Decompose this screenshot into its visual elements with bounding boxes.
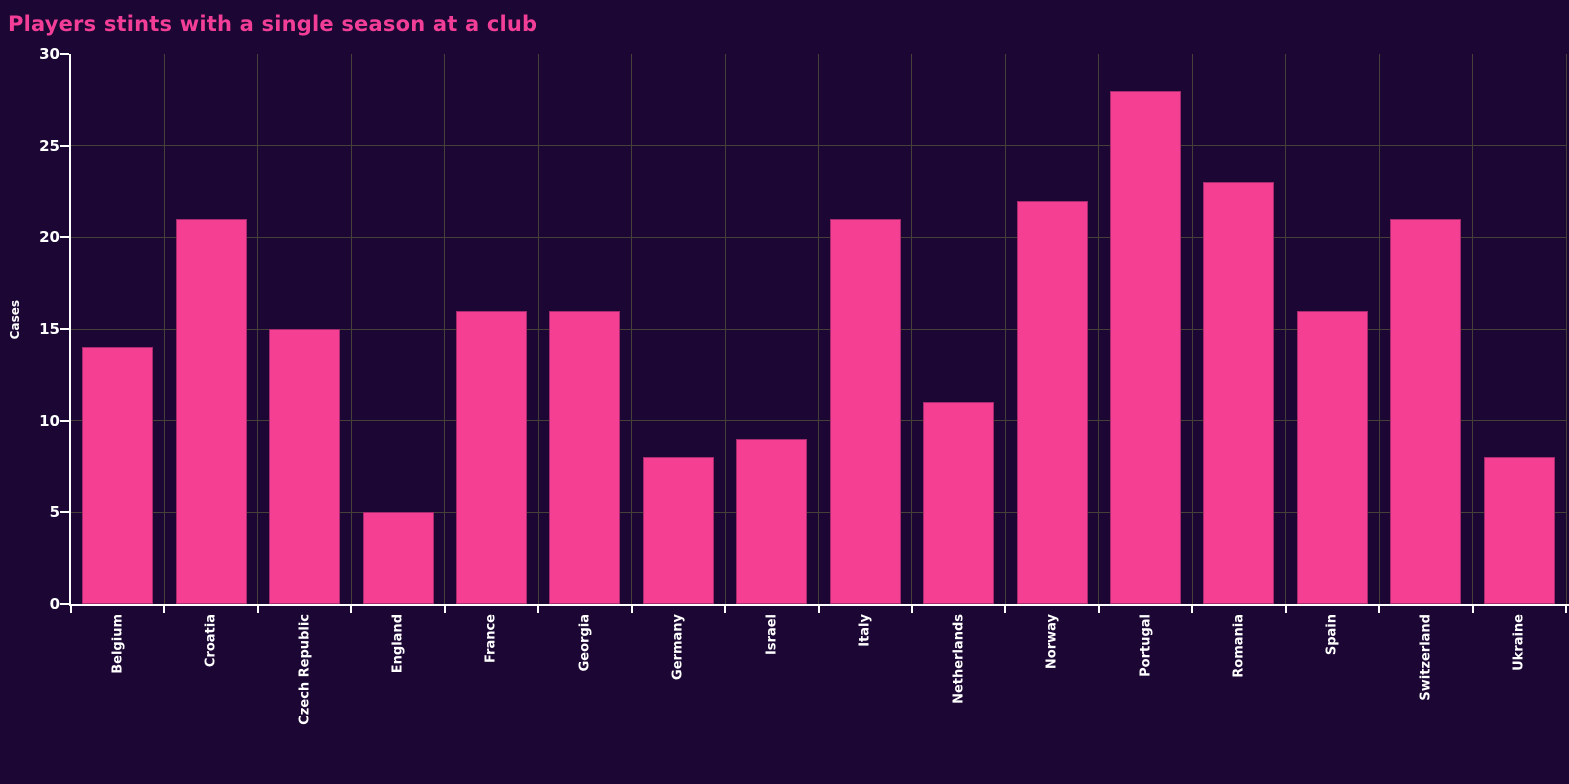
x-tick xyxy=(1565,606,1567,613)
y-tick xyxy=(60,328,69,330)
gridline-vertical xyxy=(1285,54,1287,604)
plot-area xyxy=(71,54,1567,604)
gridline-vertical xyxy=(444,54,446,604)
y-tick-label: 5 xyxy=(49,503,60,522)
y-tick xyxy=(60,53,69,55)
chart-title: Players stints with a single season at a… xyxy=(8,12,538,36)
bar-belgium xyxy=(82,347,154,604)
x-tick-label-czech-republic: Czech Republic xyxy=(297,614,313,725)
bar-netherlands xyxy=(923,402,995,604)
x-tick-label-switzerland: Switzerland xyxy=(1418,614,1434,701)
x-axis-line xyxy=(69,604,1569,606)
y-tick xyxy=(60,419,69,422)
gridline-vertical xyxy=(537,54,539,604)
y-tick xyxy=(60,144,69,147)
x-tick xyxy=(1284,606,1287,613)
bar-romania xyxy=(1203,182,1275,604)
x-tick-label-israel: Israel xyxy=(764,614,780,656)
x-tick-label-germany: Germany xyxy=(670,614,686,680)
gridline-vertical xyxy=(911,54,913,604)
x-tick xyxy=(1378,606,1381,613)
bar-germany xyxy=(642,457,714,604)
gridline-vertical xyxy=(1472,54,1474,604)
gridline-vertical xyxy=(631,54,633,604)
y-tick-label: 10 xyxy=(39,411,60,430)
y-tick-label: 20 xyxy=(39,228,60,247)
bar-israel xyxy=(736,439,808,604)
bar-czech-republic xyxy=(269,329,341,604)
x-tick-label-georgia: Georgia xyxy=(577,614,593,672)
x-tick xyxy=(350,606,353,613)
x-tick-label-spain: Spain xyxy=(1324,614,1340,656)
y-tick xyxy=(60,511,69,514)
y-tick-label: 30 xyxy=(39,45,60,63)
x-tick-label-england: England xyxy=(390,614,406,674)
x-tick xyxy=(256,606,259,613)
x-tick-label-croatia: Croatia xyxy=(203,614,219,668)
y-tick-label: 15 xyxy=(39,320,60,338)
x-tick-label-belgium: Belgium xyxy=(110,614,126,674)
x-tick-label-france: France xyxy=(483,614,499,664)
gridline-vertical xyxy=(1565,54,1567,604)
bar-portugal xyxy=(1110,90,1182,604)
x-tick xyxy=(537,606,540,613)
y-tick-label: 0 xyxy=(49,595,60,613)
gridline-vertical xyxy=(1378,54,1380,604)
bar-england xyxy=(362,512,434,604)
x-tick xyxy=(443,606,446,613)
x-tick-label-romania: Romania xyxy=(1231,614,1247,678)
bar-ukraine xyxy=(1483,457,1555,604)
gridline-vertical xyxy=(257,54,259,604)
x-tick-label-netherlands: Netherlands xyxy=(951,614,967,704)
bar-spain xyxy=(1296,310,1368,604)
bar-georgia xyxy=(549,310,621,604)
x-tick xyxy=(724,606,727,613)
gridline-vertical xyxy=(163,54,165,604)
x-tick xyxy=(630,606,633,613)
gridline-vertical xyxy=(724,54,726,604)
x-tick-label-norway: Norway xyxy=(1044,614,1060,670)
x-tick-label-ukraine: Ukraine xyxy=(1511,614,1527,671)
gridline-vertical xyxy=(1098,54,1100,604)
x-tick xyxy=(1004,606,1007,613)
y-axis-line xyxy=(69,54,71,606)
bar-france xyxy=(455,310,527,604)
x-tick xyxy=(70,606,72,613)
gridline-vertical xyxy=(1004,54,1006,604)
x-tick-label-italy: Italy xyxy=(857,614,873,647)
gridline-vertical xyxy=(818,54,819,604)
bar-norway xyxy=(1016,200,1088,604)
bar-italy xyxy=(829,219,901,604)
x-tick xyxy=(1471,606,1474,613)
x-tick xyxy=(910,606,913,613)
gridline-vertical xyxy=(1191,54,1193,604)
gridline-vertical xyxy=(350,54,352,604)
y-tick-label: 25 xyxy=(39,136,60,155)
bar-croatia xyxy=(175,219,247,604)
y-tick xyxy=(60,236,69,239)
x-tick-label-portugal: Portugal xyxy=(1138,614,1154,677)
bar-switzerland xyxy=(1390,219,1462,604)
x-tick xyxy=(163,606,166,613)
x-tick xyxy=(817,606,820,613)
y-tick xyxy=(60,603,69,605)
x-tick xyxy=(1191,606,1194,613)
x-tick xyxy=(1097,606,1100,613)
